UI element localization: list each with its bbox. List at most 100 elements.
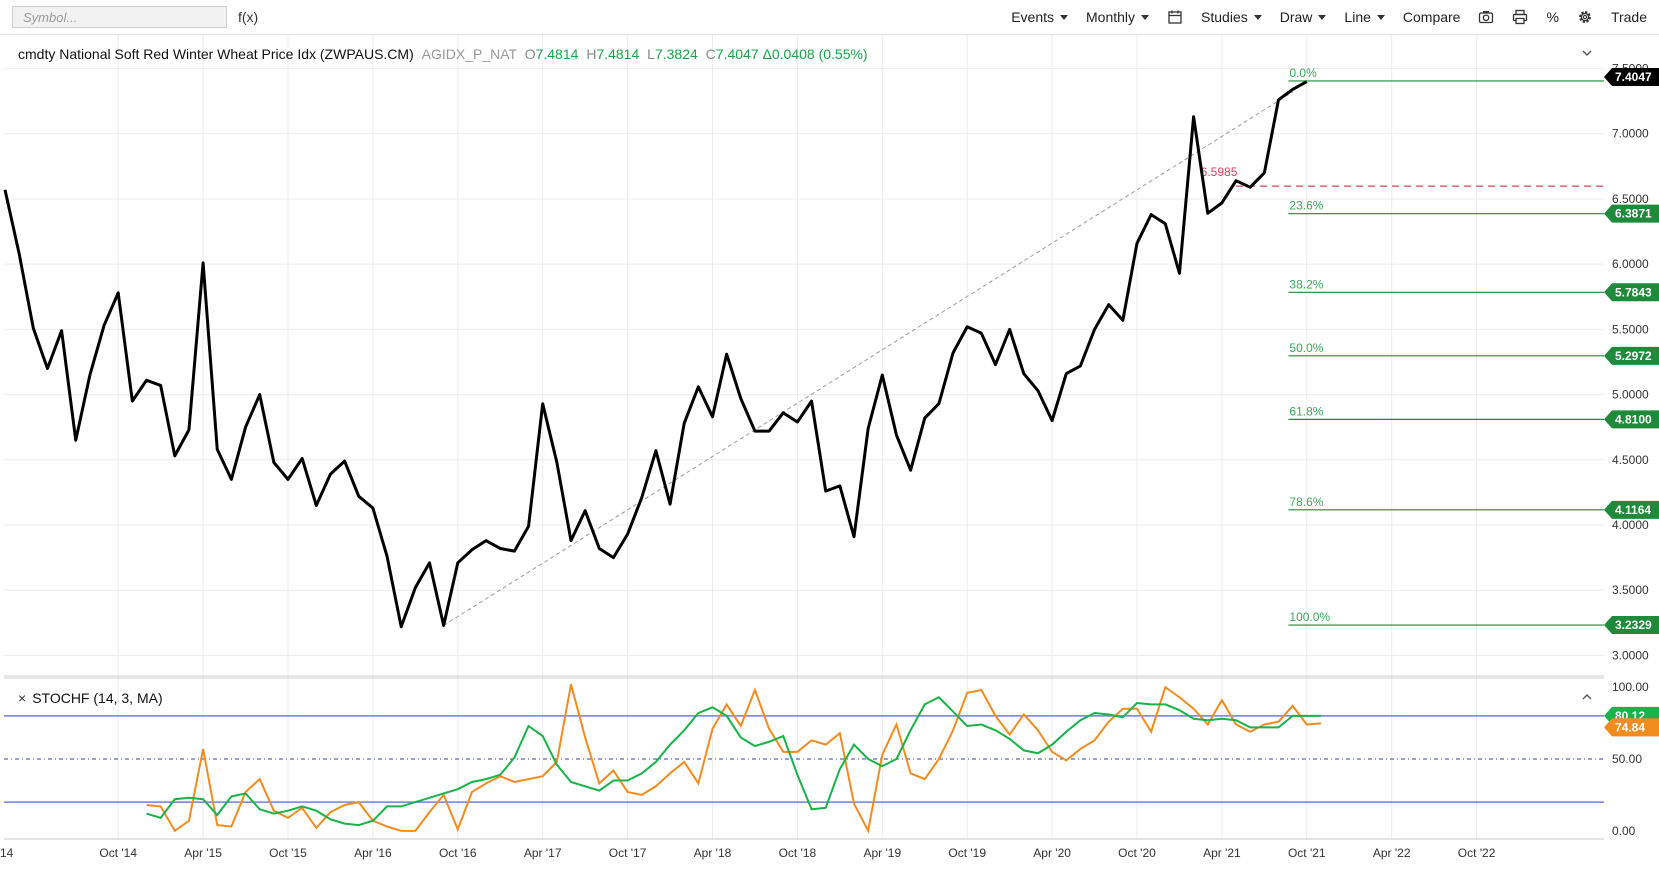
chart-type-label: Line xyxy=(1344,9,1371,25)
function-button[interactable]: f(x) xyxy=(238,9,259,25)
fib-value-tag: 4.8100 xyxy=(1604,410,1659,429)
x-tick-label: Apr '18 xyxy=(694,846,732,860)
high-value: 7.4814 xyxy=(596,46,640,62)
percent-button[interactable]: % xyxy=(1546,9,1558,25)
x-tick-label: Apr '20 xyxy=(1033,846,1071,860)
period-label: Monthly xyxy=(1086,9,1136,25)
series-layer xyxy=(3,80,1322,834)
stoch-k-tag: 74.84 xyxy=(1604,718,1659,737)
gear-icon xyxy=(1579,11,1591,23)
x-tick-label: Apr '16 xyxy=(354,846,392,860)
stoch-k-line xyxy=(146,684,1322,834)
fib-value-tag: 3.2329 xyxy=(1604,616,1659,635)
y-tick-label: 3.0000 xyxy=(1612,648,1649,662)
period-dropdown[interactable]: Monthly xyxy=(1086,9,1150,25)
chevron-down-icon xyxy=(1376,14,1385,20)
chevron-down-icon xyxy=(1060,14,1069,20)
print-icon xyxy=(1513,9,1528,25)
stoch-k-tag-bg xyxy=(1604,718,1659,737)
high-label: H xyxy=(586,46,597,62)
fib-value-tag-text: 4.8100 xyxy=(1615,412,1652,426)
x-tick-label: Oct '22 xyxy=(1458,846,1496,860)
y-tick-label: 5.5000 xyxy=(1612,322,1649,336)
stoch-label: STOCHF (14, 3, MA) xyxy=(32,690,163,706)
events-label: Events xyxy=(1011,9,1055,25)
last-price-tag: 7.4047 xyxy=(1604,67,1659,86)
x-tick-label: Oct '19 xyxy=(948,846,986,860)
compare-label: Compare xyxy=(1402,9,1461,25)
chevron-up-icon[interactable] xyxy=(1582,692,1592,702)
y-tick-label: 4.0000 xyxy=(1612,518,1649,532)
axis-ticks: 14 Oct '14 Apr '15 Oct '15 Apr '16 Oct '16 Apr… xyxy=(0,62,1649,860)
studies-dropdown[interactable]: Studies xyxy=(1201,9,1262,25)
symbol-search-input[interactable] xyxy=(12,6,227,28)
low-label: L xyxy=(647,46,655,62)
calendar-button[interactable] xyxy=(1167,9,1183,25)
chart-background xyxy=(4,35,1604,869)
x-tick-label: Oct '14 xyxy=(99,846,137,860)
stoch-legend: × STOCHF (14, 3, MA) xyxy=(18,690,163,706)
settings-button[interactable] xyxy=(1577,9,1593,25)
camera-icon xyxy=(1479,11,1494,24)
compare-button[interactable]: Compare xyxy=(1403,9,1461,25)
fib-value-tag-bg xyxy=(1604,283,1659,302)
fib-level-label: 38.2% xyxy=(1289,277,1323,291)
fib-level-label: 100.0% xyxy=(1289,610,1330,624)
draw-label: Draw xyxy=(1279,9,1313,25)
x-tick-label: Oct '15 xyxy=(269,846,307,860)
stoch-k-tag-text: 74.84 xyxy=(1615,720,1645,734)
stoch-y-tick-label: 100.00 xyxy=(1612,680,1649,694)
fib-value-tag: 6.3871 xyxy=(1604,204,1659,223)
grid xyxy=(4,35,1604,839)
trade-label: Trade xyxy=(1610,9,1647,25)
x-tick-label: Apr '22 xyxy=(1373,846,1411,860)
fib-value-tag-bg xyxy=(1604,346,1659,365)
x-tick-label: Oct '21 xyxy=(1288,846,1326,860)
x-tick-label: Apr '21 xyxy=(1203,846,1241,860)
horizontal-line-label: 6.5985 xyxy=(1201,165,1238,179)
fib-value-tag-text: 4.1164 xyxy=(1615,503,1651,517)
events-dropdown[interactable]: Events xyxy=(1011,9,1069,25)
fib-value-tag-bg xyxy=(1604,616,1659,635)
draw-dropdown[interactable]: Draw xyxy=(1280,9,1327,25)
stoch-y-tick-label: 50.00 xyxy=(1612,752,1642,766)
instrument-name: cmdty National Soft Red Winter Wheat Pri… xyxy=(18,46,414,62)
fib-value-tag-bg xyxy=(1604,500,1659,519)
y-tick-label: 5.0000 xyxy=(1612,388,1649,402)
chevron-down-icon xyxy=(1318,14,1327,20)
snapshot-button[interactable] xyxy=(1478,9,1494,25)
toolbar: f(x) Events Monthly Studies Draw L xyxy=(0,0,1659,35)
x-tick-label: Apr '17 xyxy=(524,846,562,860)
chevron-down-icon xyxy=(1253,14,1262,20)
fib-value-tag-bg xyxy=(1604,410,1659,429)
fib-value-tag-text: 6.3871 xyxy=(1615,207,1652,221)
close-icon[interactable]: × xyxy=(18,690,27,706)
fib-value-tag-text: 5.2972 xyxy=(1615,349,1652,363)
x-tick-label: Oct '20 xyxy=(1118,846,1156,860)
price-line xyxy=(3,80,1308,629)
y-tick-label: 6.5000 xyxy=(1612,192,1649,206)
fib-level-label: 23.6% xyxy=(1289,199,1323,213)
fib-value-tag-bg xyxy=(1604,204,1659,223)
chevron-down-icon[interactable] xyxy=(1582,48,1592,58)
studies-label: Studies xyxy=(1201,9,1248,25)
x-tick-label: Apr '19 xyxy=(863,846,901,860)
price-legend: cmdty National Soft Red Winter Wheat Pri… xyxy=(18,46,868,62)
chevron-down-icon xyxy=(1141,14,1150,20)
fib-value-tag: 4.1164 xyxy=(1604,500,1659,519)
trade-button[interactable]: Trade xyxy=(1611,9,1647,25)
fib-value-tag-text: 5.7843 xyxy=(1615,285,1652,299)
trend-line xyxy=(443,91,1293,626)
fib-level-label: 78.6% xyxy=(1289,495,1323,509)
overlays: 0.0% 23.6% 38.2% 50.0% 61.8% 78.6% 100.0% 6.598… xyxy=(4,66,1604,803)
stoch-d-line xyxy=(146,696,1321,827)
print-button[interactable] xyxy=(1512,9,1528,25)
fib-value-tag: 5.2972 xyxy=(1604,346,1659,365)
percent-label: % xyxy=(1546,9,1559,25)
y-tick-label: 7.0000 xyxy=(1612,127,1649,141)
x-tick-label: Apr '15 xyxy=(184,846,222,860)
chart-type-dropdown[interactable]: Line xyxy=(1344,9,1385,25)
y-tick-label: 6.0000 xyxy=(1612,257,1649,271)
x-tick-label: 14 xyxy=(0,846,14,860)
